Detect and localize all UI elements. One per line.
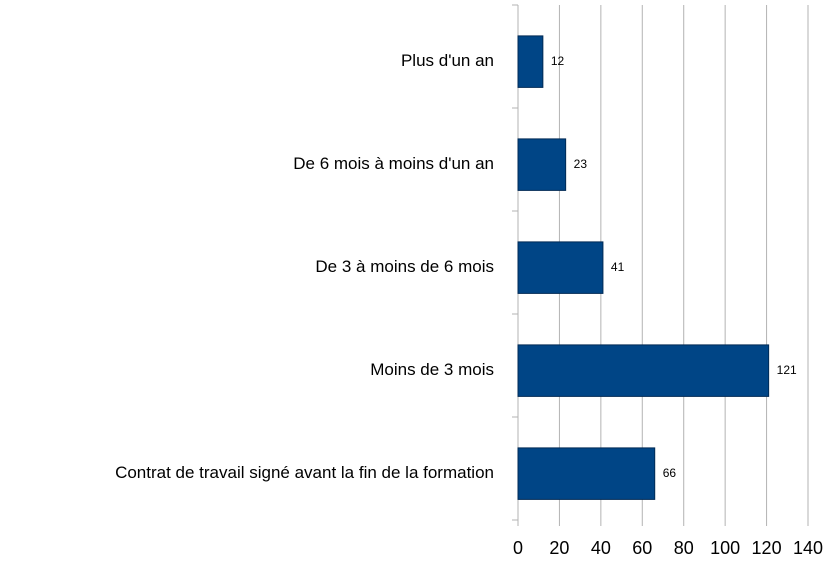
- category-label: Plus d'un an: [401, 51, 494, 70]
- x-tick-label: 140: [793, 538, 823, 558]
- value-label: 12: [551, 54, 565, 68]
- category-label: Contrat de travail signé avant la fin de…: [115, 463, 494, 482]
- x-tick-label: 80: [674, 538, 694, 558]
- x-tick-label: 60: [632, 538, 652, 558]
- bar: [517, 35, 544, 88]
- bar: [517, 241, 604, 294]
- bar: [517, 447, 656, 500]
- x-tick-label: 100: [710, 538, 740, 558]
- category-label: De 3 à moins de 6 mois: [315, 257, 494, 276]
- bar: [517, 344, 770, 397]
- value-label: 41: [611, 260, 625, 274]
- x-tick-label: 40: [591, 538, 611, 558]
- category-label: De 6 mois à moins d'un an: [293, 154, 494, 173]
- value-label: 66: [663, 466, 677, 480]
- value-label: 121: [777, 363, 797, 377]
- x-tick-label: 20: [549, 538, 569, 558]
- category-label: Moins de 3 mois: [370, 360, 494, 379]
- x-tick-label: 120: [752, 538, 782, 558]
- x-tick-label: 0: [513, 538, 523, 558]
- value-label: 23: [574, 157, 588, 171]
- bar: [517, 138, 567, 191]
